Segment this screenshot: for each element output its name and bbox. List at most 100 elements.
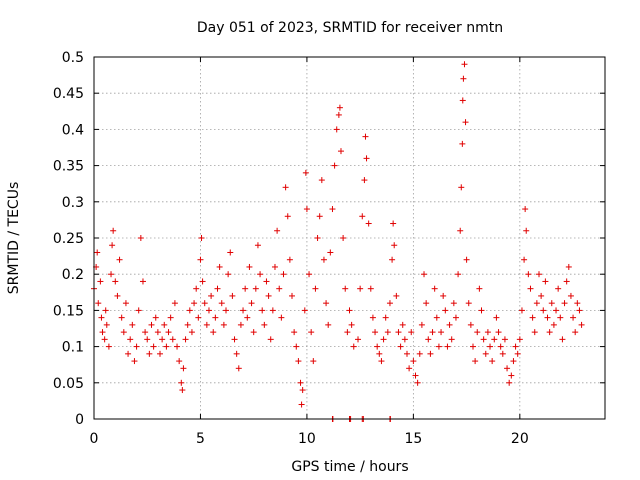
data-point (329, 206, 336, 213)
data-point (423, 300, 430, 307)
data-point (159, 336, 166, 343)
y-tick-label: 0.4 (62, 122, 84, 138)
data-point (433, 314, 440, 321)
data-point (563, 278, 570, 285)
data-point (312, 285, 319, 292)
data-point (320, 256, 327, 263)
data-point (184, 321, 191, 328)
data-point (578, 321, 585, 328)
y-tick-label: 0.15 (53, 303, 84, 319)
x-tick-label: 0 (90, 431, 99, 447)
y-tick-label: 0.3 (62, 195, 84, 211)
data-point (359, 213, 366, 220)
data-point (282, 184, 289, 191)
data-point (135, 307, 142, 314)
data-point (570, 314, 577, 321)
data-point (425, 336, 432, 343)
data-point (495, 329, 502, 336)
data-point (327, 249, 334, 256)
data-point (565, 263, 572, 270)
data-point (414, 379, 421, 386)
data-point (458, 184, 465, 191)
data-point (401, 336, 408, 343)
data-point (372, 329, 379, 336)
data-point (99, 329, 106, 336)
x-axis-label: GPS time / hours (291, 459, 408, 475)
data-point (214, 285, 221, 292)
y-tick-label: 0.2 (62, 267, 84, 283)
data-point (355, 336, 362, 343)
data-point (174, 343, 181, 350)
data-point (179, 387, 186, 394)
data-point (336, 104, 343, 111)
data-point (199, 278, 206, 285)
data-point (218, 300, 225, 307)
grid (94, 57, 605, 419)
data-point (240, 307, 247, 314)
data-point (298, 401, 305, 408)
data-point (131, 358, 138, 365)
data-point (148, 321, 155, 328)
data-point (146, 350, 153, 357)
data-point (110, 227, 117, 234)
data-point (139, 278, 146, 285)
data-point (427, 350, 434, 357)
data-point (225, 271, 232, 278)
data-point (335, 111, 342, 118)
data-point (114, 292, 121, 299)
data-point (435, 343, 442, 350)
data-point (546, 329, 553, 336)
data-point (182, 336, 189, 343)
data-point (112, 278, 119, 285)
data-point (105, 343, 112, 350)
data-point (101, 336, 108, 343)
data-point (167, 314, 174, 321)
data-point (342, 285, 349, 292)
data-point (295, 358, 302, 365)
data-point (521, 256, 528, 263)
data-point (463, 256, 470, 263)
data-point (289, 292, 296, 299)
data-point (506, 379, 513, 386)
data-point (235, 365, 242, 372)
data-point (318, 177, 325, 184)
data-point (267, 336, 274, 343)
data-point (284, 213, 291, 220)
data-point (265, 292, 272, 299)
data-point (431, 285, 438, 292)
data-point (108, 271, 115, 278)
data-point (514, 350, 521, 357)
data-point (572, 329, 579, 336)
data-point (212, 314, 219, 321)
data-point (567, 292, 574, 299)
data-point (484, 329, 491, 336)
data-point (165, 329, 172, 336)
data-point (227, 249, 234, 256)
data-point (448, 336, 455, 343)
data-point (510, 358, 517, 365)
data-point (504, 365, 511, 372)
data-point (493, 314, 500, 321)
data-point (310, 358, 317, 365)
data-point (531, 329, 538, 336)
data-point (438, 329, 445, 336)
data-point (348, 321, 355, 328)
data-point (442, 307, 449, 314)
data-point (391, 242, 398, 249)
data-point (276, 285, 283, 292)
data-point (362, 133, 369, 140)
data-point (344, 329, 351, 336)
data-point (252, 285, 259, 292)
data-point (250, 329, 257, 336)
data-point (259, 307, 266, 314)
data-point (459, 97, 466, 104)
data-point (548, 300, 555, 307)
y-tick-label: 0.5 (62, 50, 84, 66)
data-point (395, 329, 402, 336)
y-axis-label: SRMTID / TECUs (6, 182, 22, 295)
data-point (544, 314, 551, 321)
data-point (408, 329, 415, 336)
data-point (316, 213, 323, 220)
data-point (553, 307, 560, 314)
